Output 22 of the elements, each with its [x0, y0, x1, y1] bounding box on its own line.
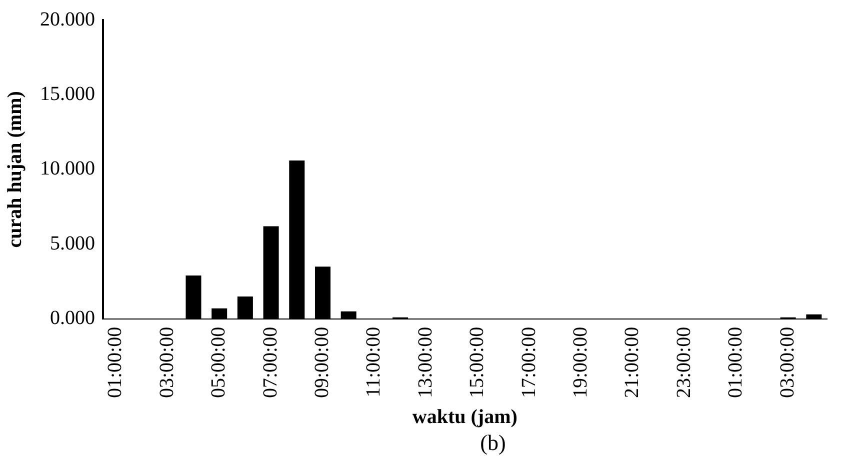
- x-tick-label: 07:00:00: [259, 326, 282, 398]
- y-axis-title: curah hujan (mm): [4, 91, 26, 248]
- y-tick-label: 0.000: [50, 307, 95, 330]
- x-tick-label: 13:00:00: [414, 326, 436, 398]
- text: (b): [479, 430, 507, 456]
- x-tick-label: 01:00:00: [104, 326, 126, 398]
- y-tick-label: 15.000: [40, 82, 95, 105]
- x-tick-label: 17:00:00: [518, 326, 540, 398]
- x-tick-label: 11:00:00: [362, 326, 385, 398]
- x-tick-label: 03:00:00: [776, 326, 798, 398]
- y-tick-label: 20.000: [40, 8, 95, 30]
- y-tick-label: 10.000: [40, 158, 95, 180]
- x-tick-label: 23:00:00: [672, 326, 695, 398]
- x-tick-label: 01:00:00: [724, 326, 747, 398]
- x-tick-label: 03:00:00: [156, 326, 178, 398]
- x-tick-label: 15:00:00: [466, 326, 488, 398]
- x-tick-label: 19:00:00: [570, 326, 592, 398]
- x-tick-label: 21:00:00: [621, 326, 644, 398]
- x-tick-label: 05:00:00: [208, 326, 230, 398]
- x-axis-title: waktu (jam): [412, 406, 518, 428]
- y-tick-label: 5.000: [50, 232, 95, 254]
- x-tick-label: 09:00:00: [310, 326, 333, 398]
